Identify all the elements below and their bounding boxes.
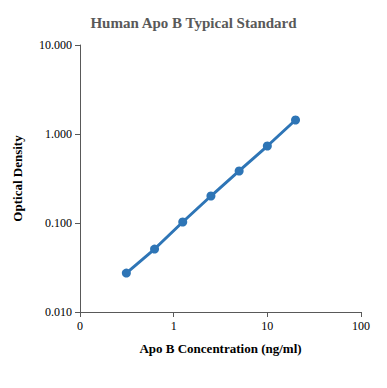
- svg-text:10.000: 10.000: [39, 38, 72, 52]
- svg-text:Human Apo B Typical Standard: Human Apo B Typical Standard: [90, 15, 297, 31]
- svg-text:Apo B Concentration (ng/ml): Apo B Concentration (ng/ml): [139, 341, 301, 356]
- svg-text:0: 0: [77, 319, 83, 333]
- svg-text:100: 100: [352, 319, 370, 333]
- svg-text:1.000: 1.000: [45, 127, 72, 141]
- svg-text:10: 10: [261, 319, 273, 333]
- svg-text:0.100: 0.100: [45, 216, 72, 230]
- svg-text:Optical Density: Optical Density: [10, 135, 25, 222]
- svg-text:1: 1: [171, 319, 177, 333]
- svg-text:0.010: 0.010: [45, 305, 72, 319]
